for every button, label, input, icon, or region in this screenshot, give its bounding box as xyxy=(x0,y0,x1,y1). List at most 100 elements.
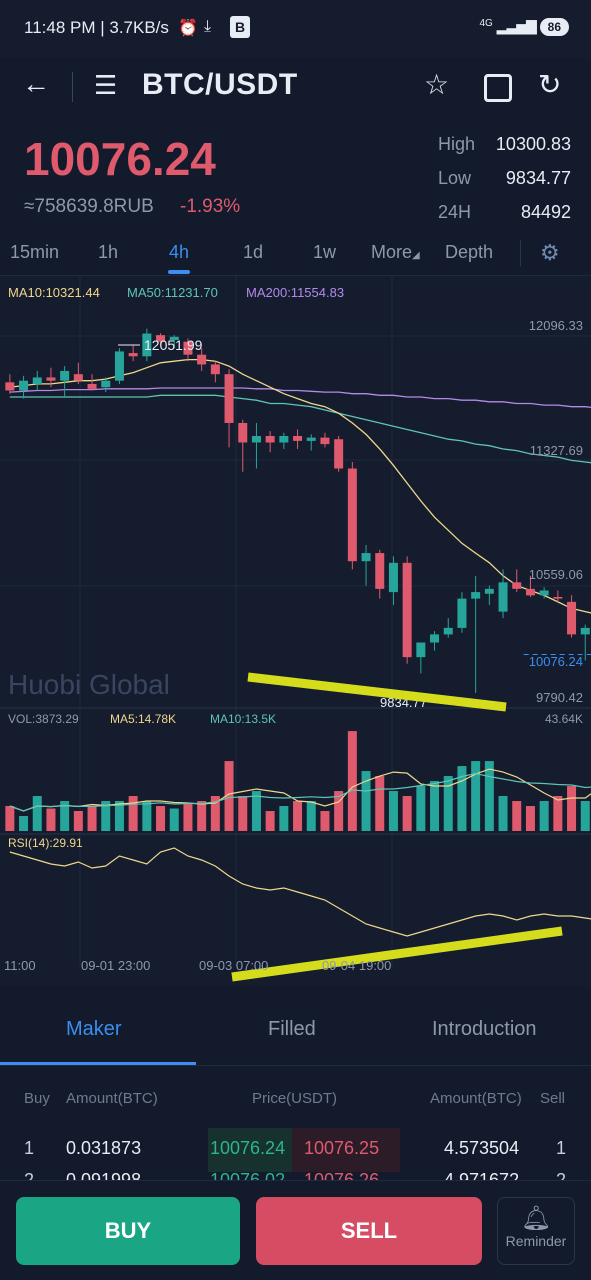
candle-body xyxy=(416,642,426,658)
volume-bar xyxy=(46,808,56,831)
candle-body xyxy=(210,364,220,375)
time-axis-label: 09-03 07:00 xyxy=(199,958,268,973)
volume-bar xyxy=(251,791,261,831)
caret-icon: ◢ xyxy=(412,250,420,261)
ma200-legend: MA200:11554.83 xyxy=(246,285,344,300)
tab-introduction[interactable]: Introduction xyxy=(432,1018,537,1040)
ob-header-ask-amount: Amount(BTC) xyxy=(430,1090,522,1107)
volume-bar xyxy=(156,806,166,831)
candle-body xyxy=(525,588,535,596)
ob-row1-ask-amount[interactable]: 4.573504 xyxy=(444,1138,520,1158)
timeframe-tabs: 15min 1h 4h 1d 1w More◢ Depth ⚙ xyxy=(0,232,591,276)
candle-body xyxy=(484,588,494,594)
candle-body xyxy=(347,468,357,562)
app-header: ← ☰ BTC/USDT ☆ ↻ xyxy=(0,58,591,118)
volume-bar xyxy=(87,806,97,831)
pair-title[interactable]: BTC/USDT xyxy=(142,68,298,101)
candle-body xyxy=(32,377,42,384)
header-divider xyxy=(72,72,73,102)
candle-body xyxy=(224,374,234,423)
tab-more-label: More xyxy=(371,242,413,262)
reminder-label: Reminder xyxy=(505,1233,567,1249)
tab-1w[interactable]: 1w xyxy=(313,242,337,262)
ob-row1-bid-amount[interactable]: 0.031873 xyxy=(66,1138,142,1158)
ob-row1-bid-depth xyxy=(208,1128,298,1172)
tab-more[interactable]: More◢ xyxy=(371,242,420,263)
reminder-button[interactable]: 🔔︎ Reminder xyxy=(497,1197,575,1265)
candle-body xyxy=(87,383,97,389)
candle-body xyxy=(128,353,138,357)
price-axis-label: 11327.69 xyxy=(530,443,583,458)
tab-depth[interactable]: Depth xyxy=(445,242,494,262)
candle-body xyxy=(114,351,124,381)
ob-row1-ask-price[interactable]: 10076.25 xyxy=(304,1138,380,1158)
candle-body xyxy=(279,435,289,443)
vol24-label: 24H xyxy=(438,202,472,222)
menu-list-icon[interactable]: ☰ xyxy=(94,70,118,100)
candle-body xyxy=(101,380,111,388)
price-axis-label: 10559.06 xyxy=(529,567,583,582)
tab-15min[interactable]: 15min xyxy=(10,242,60,262)
kline-chart[interactable]: Huobi Global MA10:10321.44 MA50:11231.70 MA… xyxy=(0,276,591,986)
vol24-value: 84492 xyxy=(520,202,571,222)
volume-bar xyxy=(416,786,426,831)
volume-bar xyxy=(19,816,29,831)
vol-axis-label: 43.64K xyxy=(545,712,583,726)
volume-bar xyxy=(347,731,357,831)
price-axis-label: 10076.24 xyxy=(529,654,583,669)
high-label: High xyxy=(438,134,476,154)
kline-svg: Huobi Global MA10:10321.44 MA50:11231.70 MA… xyxy=(0,276,591,982)
time-axis-label: 09-04 19:00 xyxy=(322,958,391,973)
volume-bar xyxy=(334,791,344,831)
candle-body xyxy=(293,435,303,441)
volume-bar xyxy=(210,796,220,831)
ob-row1-ask-depth xyxy=(292,1128,400,1172)
watermark: Huobi Global xyxy=(8,669,170,700)
rsi-line xyxy=(9,847,591,937)
volume-bar xyxy=(32,796,42,831)
trade-footer: BUY SELL 🔔︎ Reminder xyxy=(0,1180,591,1280)
share-icon[interactable]: ↻ xyxy=(538,69,562,100)
scan-icon[interactable] xyxy=(484,74,512,102)
tab-1d[interactable]: 1d xyxy=(243,242,264,262)
price-axis-label: 12096.33 xyxy=(529,318,583,333)
ma10-line xyxy=(9,358,591,614)
buy-button[interactable]: BUY xyxy=(16,1197,240,1265)
download-icon: ⤓ xyxy=(204,18,212,35)
ob-row1-bid-price[interactable]: 10076.24 xyxy=(210,1138,286,1158)
candle-body xyxy=(580,627,590,635)
volume-bar xyxy=(73,811,83,831)
price-change: -1.93% xyxy=(180,196,241,217)
candle-body xyxy=(457,598,467,628)
volume-bar xyxy=(320,811,330,831)
star-icon[interactable]: ☆ xyxy=(424,69,450,100)
sell-button[interactable]: SELL xyxy=(256,1197,482,1265)
volume-bar xyxy=(388,791,398,831)
volume-bar xyxy=(224,761,234,831)
candle-body xyxy=(238,422,248,443)
back-arrow-icon[interactable]: ← xyxy=(22,68,50,99)
volume-bar xyxy=(142,801,152,831)
candle-body xyxy=(430,634,440,643)
tab-1h[interactable]: 1h xyxy=(98,242,119,262)
volume-bar xyxy=(169,808,179,831)
high-marker: 12051.99 xyxy=(144,337,203,353)
high-value: 10300.83 xyxy=(495,134,571,154)
volume-bar xyxy=(402,796,412,831)
candle-body xyxy=(46,377,56,381)
fiat-price: ≈758639.8RUB xyxy=(24,196,154,217)
ob-header-price: Price(USDT) xyxy=(252,1090,337,1107)
candle-body xyxy=(251,435,261,443)
candle-body xyxy=(375,553,385,589)
ob-header-sell: Sell xyxy=(540,1090,566,1107)
tab-maker[interactable]: Maker xyxy=(66,1018,122,1040)
tab-filled[interactable]: Filled xyxy=(268,1018,316,1040)
tab-4h[interactable]: 4h xyxy=(169,242,190,262)
volume-bar xyxy=(567,786,577,831)
volume-bar xyxy=(306,801,316,831)
chart-settings-icon[interactable]: ⚙ xyxy=(540,240,560,265)
ma50-legend: MA50:11231.70 xyxy=(127,285,218,300)
volume-bar xyxy=(525,806,535,831)
candle-body xyxy=(402,562,412,658)
alarm-icon: ⏰ xyxy=(178,20,198,37)
